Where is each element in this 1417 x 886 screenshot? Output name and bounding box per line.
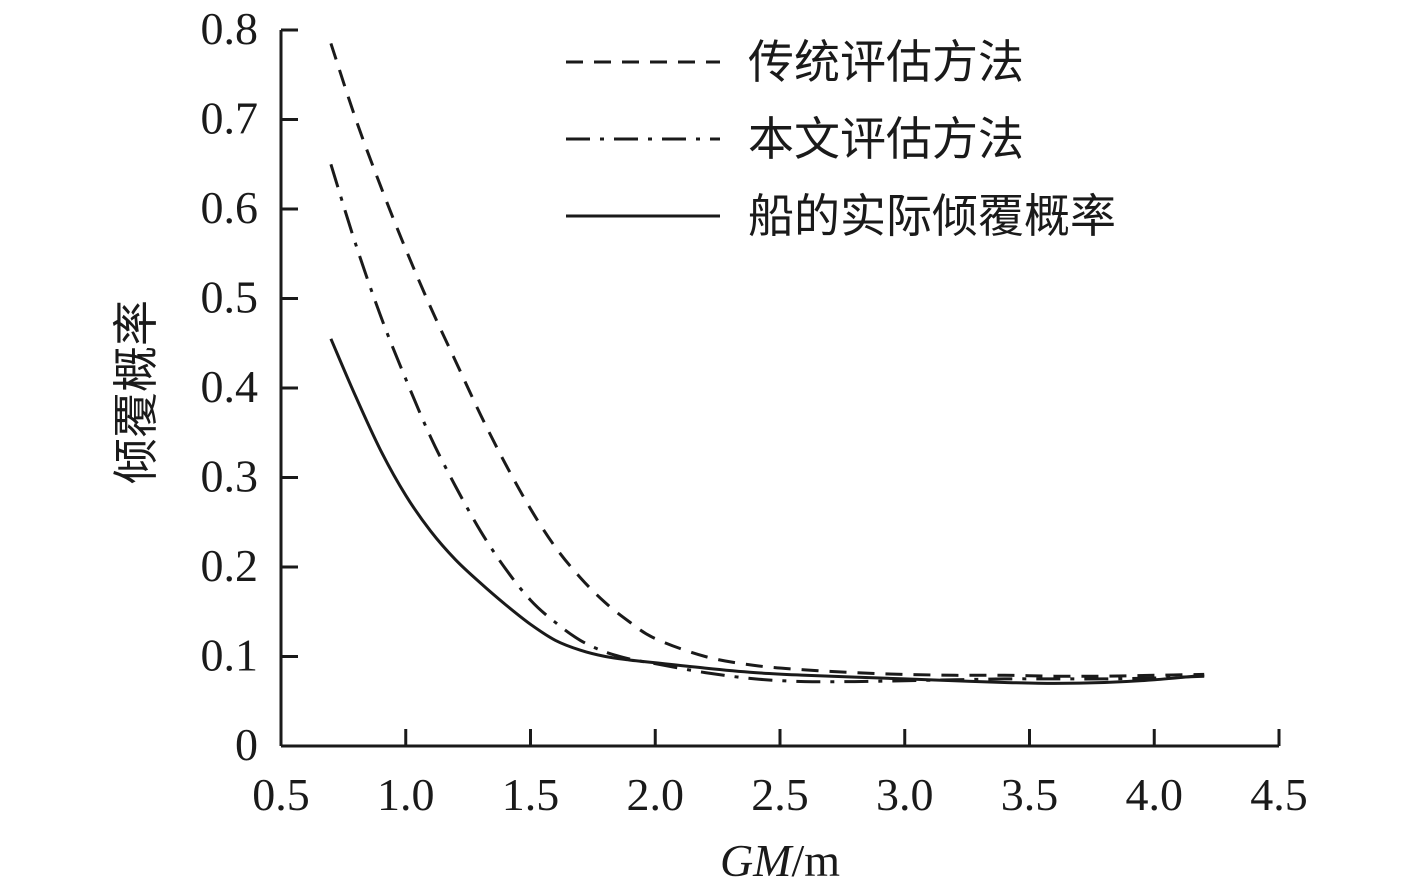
x-axis-title-unit: /m — [791, 835, 840, 886]
legend-label: 本文评估方法 — [748, 112, 1024, 166]
y-tick-label: 0.4 — [201, 361, 259, 412]
series-layer — [329, 42, 1205, 685]
y-tick-label: 0.3 — [201, 451, 259, 502]
legend-label: 传统评估方法 — [748, 35, 1024, 89]
y-ticks: 0 0.1 0.2 0.3 0.4 0.5 0.6 0.7 0.8 — [201, 3, 298, 770]
legend-item-traditional-method: 传统评估方法 — [566, 35, 1024, 89]
series-actual-capsize-line — [329, 338, 1205, 685]
x-tick-label: 4.5 — [1250, 769, 1308, 820]
x-tick-label: 2.5 — [751, 769, 809, 820]
y-axis-title: 倾覆概率 — [111, 300, 162, 484]
x-ticks: 0.5 1.0 1.5 2.0 2.5 3.0 3.5 4.0 4.5 — [252, 729, 1308, 820]
y-tick-label: 0.8 — [201, 3, 259, 54]
y-tick-label: 0.6 — [201, 182, 259, 233]
y-tick-label: 0.5 — [201, 272, 259, 323]
x-tick-label: 3.5 — [1001, 769, 1059, 820]
y-tick-label: 0.7 — [201, 93, 259, 144]
legend-item-actual-capsize: 船的实际倾覆概率 — [566, 189, 1116, 243]
x-tick-label: 1.0 — [377, 769, 435, 820]
legend-item-proposed-method: 本文评估方法 — [566, 112, 1024, 166]
x-tick-label: 0.5 — [252, 769, 310, 820]
x-tick-label: 1.5 — [502, 769, 560, 820]
x-axis-title-italic: GM — [720, 835, 794, 886]
x-axis-title: GM/m — [720, 835, 840, 886]
y-tick-label: 0.1 — [201, 630, 259, 681]
series-traditional-method-line — [329, 42, 1205, 678]
y-tick-label: 0 — [235, 719, 258, 770]
legend-label: 船的实际倾覆概率 — [748, 189, 1116, 243]
y-tick-label: 0.2 — [201, 540, 259, 591]
x-tick-label: 2.0 — [627, 769, 685, 820]
x-tick-label: 3.0 — [876, 769, 934, 820]
x-tick-label: 4.0 — [1126, 769, 1184, 820]
